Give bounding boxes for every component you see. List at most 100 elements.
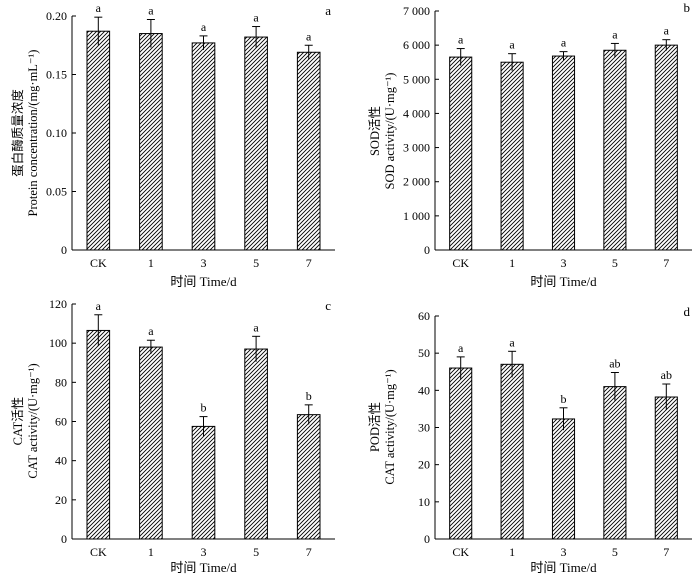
significance-label: a [509,38,515,52]
significance-label: b [306,389,312,403]
y-tick-label: 2 000 [403,175,430,189]
chart-panel-d: 0 10 20 30 40 50 60 a CK a 1 b 3 ab 5 ab 7 时间 Time/d POD活性… [368,304,692,575]
significance-label: a [201,20,207,34]
bar [191,425,216,540]
x-tick-label: 1 [509,256,515,270]
y-tick-label: 0 [61,532,67,546]
bar [86,30,111,251]
significance-label: a [458,33,464,47]
significance-label: ab [661,368,672,382]
x-tick-label: CK [452,545,469,559]
significance-label: a [148,4,154,18]
x-tick-label: CK [90,545,107,559]
x-tick-label: 7 [306,545,312,559]
x-tick-label: 5 [253,545,259,559]
y-axis-title-en: CAT activity/(U·mg⁻¹) [26,363,40,478]
y-tick-label: 120 [49,297,67,311]
y-tick-label: 50 [418,346,430,360]
x-axis-title: 时间 Time/d [170,274,237,289]
y-tick-label: 0.20 [46,9,67,23]
significance-label: a [253,320,259,334]
y-tick-label: 0 [424,532,430,546]
x-axis-title: 时间 Time/d [170,560,237,575]
bar [139,33,163,251]
y-axis-title: POD活性CAT activity/(U·mg⁻¹) [368,369,397,484]
y-tick-label: 0.10 [46,126,67,140]
y-tick-label: 10 [418,495,430,509]
x-tick-label: 3 [201,256,207,270]
y-tick-label: 100 [49,336,67,350]
bar [551,55,576,251]
x-tick-label: 7 [663,545,669,559]
y-tick-label: 5 000 [403,72,430,86]
x-tick-label: 5 [612,545,618,559]
x-tick-label: CK [90,256,107,270]
y-tick-label: 7 000 [403,4,430,18]
y-axis-title-cn: 蛋白酶质量浓度 [10,89,25,177]
x-tick-label: 1 [148,545,154,559]
y-tick-label: 4 000 [403,106,430,120]
y-axis-title: 蛋白酶质量浓度Protein concentration/(mg·mL⁻¹) [10,50,40,217]
panel-label: d [684,304,691,319]
chart-panel-b: 0 1 000 2 000 3 000 4 000 5 000 6 000 7 000 a CK a… [368,0,692,289]
y-tick-label: 0.15 [46,68,67,82]
y-axis-title: CAT活性CAT activity/(U·mg⁻¹) [11,363,40,478]
y-axis-title-cn: CAT活性 [11,397,25,446]
y-axis-title-en: Protein concentration/(mg·mL⁻¹) [26,50,40,217]
significance-label: a [561,36,567,50]
y-tick-label: 3 000 [403,141,430,155]
significance-label: a [253,11,259,25]
bar [603,49,627,251]
significance-label: a [148,324,154,338]
bar [500,61,524,251]
x-tick-label: 5 [612,256,618,270]
chart-panel-c: 0 20 40 60 80 100 120 a CK a 1 b 3 a 5 b 7 时间 Time/d CAT活性… [11,297,335,575]
bar [449,56,473,251]
significance-label: a [509,335,515,349]
significance-label: b [561,392,567,406]
y-tick-label: 20 [55,493,67,507]
x-tick-label: 5 [253,256,259,270]
significance-label: ab [609,356,620,370]
bar [449,367,473,540]
y-tick-label: 40 [418,383,430,397]
x-tick-label: 3 [561,545,567,559]
y-axis-title-cn: SOD活性 [368,106,382,156]
y-tick-label: 30 [418,421,430,435]
significance-label: a [306,29,312,43]
y-tick-label: 1 000 [403,209,430,223]
bar [244,348,268,540]
y-tick-label: 0.05 [46,185,67,199]
bar [296,414,321,540]
bar [244,36,268,251]
y-tick-label: 80 [55,375,67,389]
x-tick-label: 3 [201,545,207,559]
x-tick-label: 1 [509,545,515,559]
significance-label: b [201,401,207,415]
y-tick-label: 6 000 [403,38,430,52]
bar [654,44,678,251]
x-tick-label: CK [452,256,469,270]
y-axis-title-en: CAT activity/(U·mg⁻¹) [383,369,397,484]
y-tick-label: 20 [418,458,430,472]
x-axis-title: 时间 Time/d [530,274,597,289]
bar [139,346,163,540]
chart-panel-a: 0 0.05 0.10 0.15 0.20 a CK a 1 a 3 a 5 a 7 时间 Time/d 蛋白酶… [10,1,335,289]
bar [603,386,627,540]
y-tick-label: 40 [55,454,67,468]
significance-label: a [458,341,464,355]
y-axis-title: SOD活性SOD activity/(U·mg⁻¹) [368,73,397,190]
panel-label: c [325,298,331,313]
y-axis-title-en: SOD activity/(U·mg⁻¹) [383,73,397,190]
bar [191,42,216,251]
bar [500,363,524,540]
bar [296,51,321,251]
x-tick-label: 7 [306,256,312,270]
panel-label: a [325,3,331,18]
significance-label: a [664,24,670,38]
y-tick-label: 60 [55,415,67,429]
y-tick-label: 0 [424,243,430,257]
x-tick-label: 7 [663,256,669,270]
significance-label: a [96,1,102,15]
